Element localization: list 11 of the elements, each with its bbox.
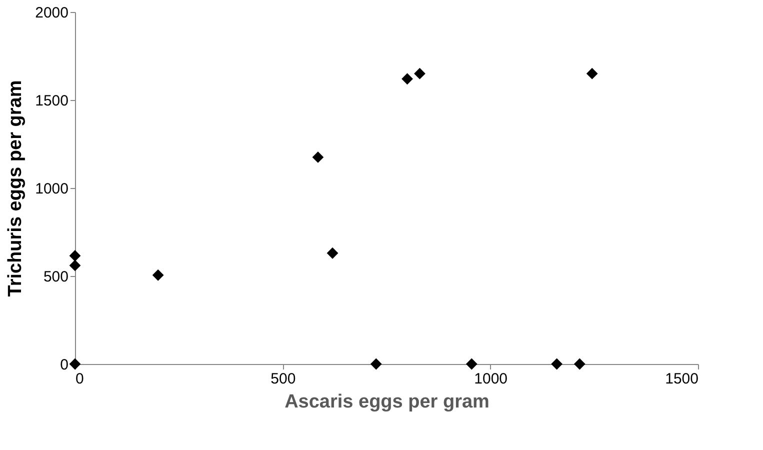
x-tick-label: 500: [270, 370, 296, 388]
x-axis-title: Ascaris eggs per gram: [284, 392, 490, 412]
y-tick-label: 0: [60, 356, 68, 374]
y-axis-title: Trichuris eggs per gram: [5, 80, 26, 297]
x-tick-label: 1000: [474, 370, 508, 388]
y-tick-label: 500: [43, 268, 68, 286]
y-tick-label: 2000: [35, 4, 68, 22]
x-tick-label: 1500: [665, 370, 698, 388]
x-tick-label: 0: [76, 370, 84, 388]
y-tick-label: 1000: [35, 180, 68, 198]
y-tick-label: 1500: [35, 92, 68, 110]
